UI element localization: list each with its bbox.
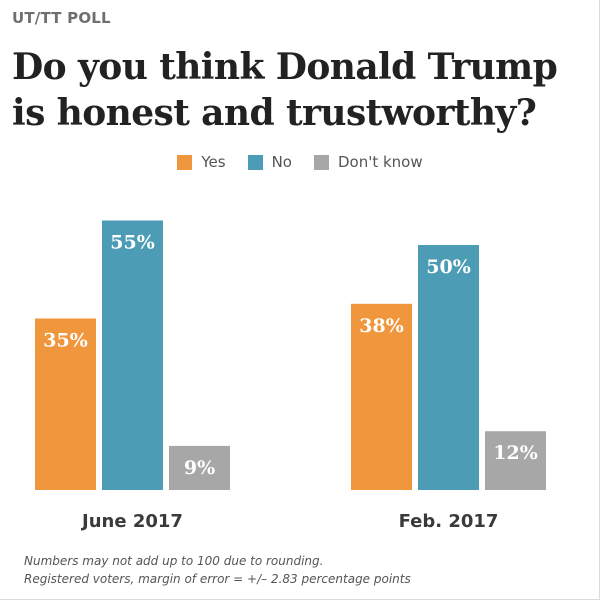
bar-value-label-don-t-know-feb-2017: 12% [493, 442, 538, 464]
legend: Yes No Don't know [0, 150, 600, 174]
footnote-margin-of-error: Registered voters, margin of error = +/–… [24, 572, 411, 586]
bar-yes-june-2017 [35, 318, 96, 490]
legend-item-no: No [247, 153, 292, 171]
legend-item-yes: Yes [177, 153, 226, 171]
legend-swatch-yes [177, 154, 193, 170]
category-label-feb-2017: Feb. 2017 [399, 511, 499, 532]
bar-value-label-no-feb-2017: 50% [426, 256, 471, 278]
bar-don-t-know-june-2017 [169, 445, 230, 490]
bar-no-feb-2017 [418, 245, 479, 490]
footnotes: Numbers may not add up to 100 due to rou… [24, 552, 411, 588]
legend-swatch-no [247, 154, 263, 170]
bar-don-t-know-feb-2017 [485, 431, 546, 490]
bar-chart: 35% 55% 9% June 2017 38% 50% 12% Feb. 2017 [35, 220, 546, 532]
footnote-rounding: Numbers may not add up to 100 due to rou… [24, 554, 324, 568]
legend-label-dont-know: Don't know [337, 153, 423, 171]
bar-value-label-no-june-2017: 55% [110, 232, 155, 254]
bar-no-june-2017 [102, 220, 163, 490]
category-label-june-2017: June 2017 [80, 511, 183, 532]
bar-value-label-yes-feb-2017: 38% [359, 315, 404, 337]
chart-title: Do you think Donald Trump is honest and … [12, 46, 558, 134]
legend-item-dont-know: Don't know [313, 153, 423, 171]
poll-kicker: UT/TT POLL [12, 9, 111, 27]
legend-swatch-dont-know [313, 154, 329, 170]
legend-label-no: No [271, 153, 292, 171]
legend-label-yes: Yes [201, 153, 226, 171]
bar-value-label-don-t-know-june-2017: 9% [184, 457, 215, 479]
bar-value-label-yes-june-2017: 35% [43, 330, 88, 352]
bar-yes-feb-2017 [351, 303, 412, 490]
